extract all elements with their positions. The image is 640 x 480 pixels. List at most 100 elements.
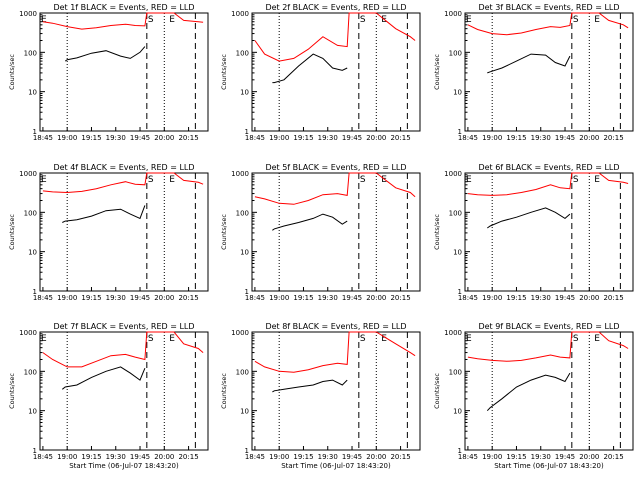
x-tick-label: 18:45	[33, 134, 53, 142]
x-tick-label: 19:00	[269, 134, 289, 142]
x-tick-label: 19:30	[531, 453, 551, 461]
y-tick-label: 1000	[444, 170, 462, 178]
y-tick-label: 100	[236, 209, 249, 217]
y-tick-label: 100	[236, 49, 249, 57]
plot-frame	[39, 331, 209, 451]
x-tick-label: 19:15	[293, 453, 313, 461]
x-tick-label: 19:30	[106, 453, 126, 461]
plot-frame	[39, 172, 209, 292]
series-line-black	[486, 372, 571, 412]
y-tick-label: 100	[449, 368, 462, 376]
y-tick-label: 10	[240, 89, 249, 97]
x-tick-label: 20:00	[579, 134, 599, 142]
y-tick-label: 10	[453, 249, 462, 257]
y-tick-label: 10	[28, 249, 37, 257]
detector-panel-3: Det 3f BLACK = Events, RED = LLD 1 10 100 10…	[433, 3, 634, 142]
plot-frame	[464, 172, 634, 292]
x-tick-label: 19:15	[81, 294, 101, 302]
series-line-black	[61, 366, 146, 390]
x-tick-label: 18:45	[458, 453, 478, 461]
panel-title: Det 6f BLACK = Events, RED = LLD	[478, 163, 619, 172]
y-axis-label: Counts/sec	[433, 214, 441, 250]
x-tick-label: 20:15	[603, 294, 623, 302]
detector-panel-8: Det 8f BLACK = Events, RED = LLD 1 10 100 10…	[220, 322, 421, 470]
y-tick-label: 1000	[444, 10, 462, 18]
saa-flag-label: E	[41, 334, 47, 344]
saa-flag-label: E	[381, 334, 387, 344]
x-tick-label: 19:45	[130, 134, 150, 142]
y-tick-label: 1000	[231, 10, 249, 18]
y-axis-label: Counts/sec	[433, 373, 441, 409]
detector-panel-4: Det 4f BLACK = Events, RED = LLD 1 10 100 10…	[8, 163, 209, 302]
x-tick-label: 19:00	[57, 453, 77, 461]
y-tick-label: 10	[28, 408, 37, 416]
y-tick-label: 1	[33, 128, 37, 136]
x-tick-label: 20:00	[579, 453, 599, 461]
x-tick-label: 19:45	[342, 453, 362, 461]
x-tick-label: 19:00	[57, 294, 77, 302]
saa-flag-label: S	[148, 334, 154, 344]
x-tick-label: 18:45	[33, 453, 53, 461]
plot-frame	[251, 172, 421, 292]
detector-panel-5: Det 5f BLACK = Events, RED = LLD 1 10 100 10…	[220, 163, 421, 302]
detector-panel-1: Det 1f BLACK = Events, RED = LLD 1 10 100 10…	[8, 3, 209, 142]
y-axis-label: Counts/sec	[220, 54, 228, 90]
saa-flag-label: E	[466, 15, 472, 25]
series-line-black	[272, 379, 348, 393]
x-tick-label: 20:00	[366, 134, 386, 142]
panel-title: Det 5f BLACK = Events, RED = LLD	[265, 163, 406, 172]
y-tick-label: 100	[236, 368, 249, 376]
y-axis-label: Counts/sec	[8, 214, 16, 250]
series-line-black	[62, 205, 146, 223]
x-tick-label: 18:45	[458, 134, 478, 142]
x-tick-label: 20:00	[366, 453, 386, 461]
x-tick-label: 20:15	[178, 294, 198, 302]
y-tick-label: 1	[33, 288, 37, 296]
x-tick-label: 20:15	[390, 453, 410, 461]
y-tick-label: 100	[449, 49, 462, 57]
y-tick-label: 10	[453, 89, 462, 97]
panel-title: Det 7f BLACK = Events, RED = LLD	[53, 322, 194, 331]
x-tick-label: 18:45	[458, 294, 478, 302]
saa-flag-label: E	[594, 175, 600, 185]
saa-flag-label: S	[573, 175, 579, 185]
saa-flag-label: S	[148, 175, 154, 185]
x-tick-label: 19:15	[293, 294, 313, 302]
x-tick-label: 18:45	[245, 294, 265, 302]
x-tick-label: 19:00	[482, 134, 502, 142]
y-tick-label: 10	[28, 89, 37, 97]
x-tick-label: 20:00	[154, 294, 174, 302]
plot-frame	[251, 331, 421, 451]
x-tick-label: 19:00	[269, 294, 289, 302]
y-tick-label: 1	[33, 447, 37, 455]
series-line-red	[467, 172, 629, 196]
x-tick-label: 20:00	[366, 294, 386, 302]
y-tick-label: 1	[245, 128, 249, 136]
saa-flag-label: S	[360, 334, 366, 344]
saa-flag-label: E	[594, 334, 600, 344]
y-axis-label: Counts/sec	[220, 373, 228, 409]
series-line-black	[487, 53, 571, 74]
detector-panel-7: Det 7f BLACK = Events, RED = LLD 1 10 100 10…	[8, 322, 209, 470]
x-tick-label: 19:15	[81, 453, 101, 461]
series-line-black	[64, 46, 146, 62]
x-tick-label: 19:30	[106, 294, 126, 302]
y-tick-label: 100	[449, 209, 462, 217]
x-tick-label: 19:15	[293, 134, 313, 142]
x-tick-label: 19:00	[482, 294, 502, 302]
x-tick-label: 19:30	[531, 294, 551, 302]
panel-title: Det 3f BLACK = Events, RED = LLD	[478, 3, 619, 12]
x-tick-label: 20:00	[154, 453, 174, 461]
detector-panel-2: Det 2f BLACK = Events, RED = LLD 1 10 100 10…	[220, 3, 421, 142]
y-axis-label: Counts/sec	[8, 373, 16, 409]
saa-flag-label: E	[169, 175, 175, 185]
x-tick-label: 20:15	[603, 453, 623, 461]
series-line-black	[487, 207, 571, 229]
x-tick-label: 19:15	[506, 453, 526, 461]
series-line-red	[254, 12, 416, 62]
y-tick-label: 1000	[444, 329, 462, 337]
saa-flag-label: S	[360, 15, 366, 25]
y-tick-label: 1000	[19, 329, 37, 337]
saa-flag-label: E	[381, 175, 387, 185]
